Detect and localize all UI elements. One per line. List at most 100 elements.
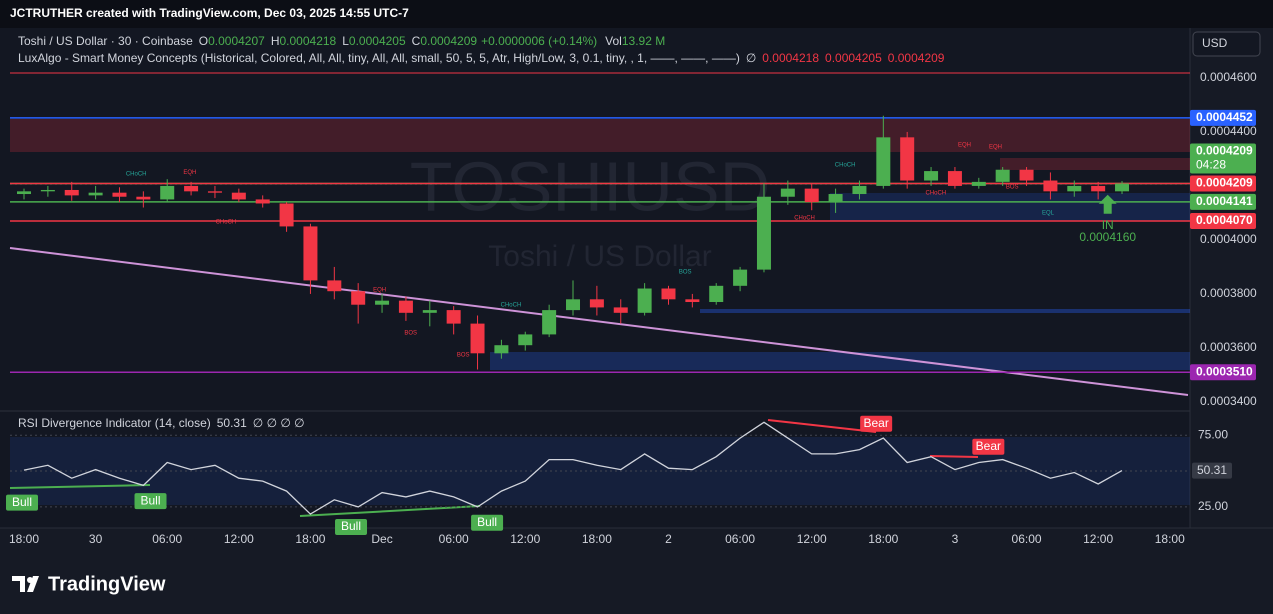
divergence-tag [860, 415, 893, 432]
smc-label: CHoCH [835, 162, 856, 168]
x-tick-label: 2 [665, 532, 672, 546]
currency-button[interactable] [1192, 31, 1261, 57]
x-tick-label: 18:00 [9, 532, 39, 546]
divergence-label: Bull [477, 515, 497, 529]
candle-body [279, 203, 294, 227]
candle-body [1067, 185, 1082, 192]
x-tick-label: 06:00 [1012, 532, 1042, 546]
watermark-subtitle: Toshi / US Dollar [488, 240, 711, 273]
x-tick-label: 06:00 [725, 532, 755, 546]
x-tick-label: 18:00 [582, 532, 612, 546]
candle-body [709, 285, 724, 303]
divergence-line [9, 484, 151, 489]
candle-body [804, 188, 819, 203]
rsi-title: RSI Divergence Indicator (14, close) [18, 416, 211, 430]
y-tick-label: 0.0004600 [1200, 70, 1257, 84]
smc-label: BOS [404, 330, 417, 336]
indicator-legend: LuxAlgo - Smart Money Concepts (Historic… [18, 51, 945, 65]
candle-body [852, 185, 867, 195]
smc-label: BOS [1006, 185, 1019, 191]
c-value: 0.0004209 [420, 34, 477, 48]
candle-body [733, 269, 748, 286]
candle-body [876, 137, 891, 186]
smc-label: EQL [1042, 211, 1055, 217]
legend: Toshi / US Dollar · 30 · Coinbase O0.0004… [18, 34, 665, 48]
rsi-tick-label: 75.00 [1198, 427, 1228, 441]
x-tick-label: 06:00 [152, 532, 182, 546]
smc-label: CHoCH [794, 216, 815, 222]
candle-body [136, 196, 151, 200]
vol-label: Vol [605, 34, 622, 48]
o-label: O [199, 34, 208, 48]
smc-label: EQH [183, 170, 196, 176]
rsi-pane [0, 412, 1190, 528]
supply-zone [1000, 158, 1190, 170]
demand-zone [490, 352, 1190, 370]
logo-dot [27, 577, 33, 583]
candle-body [375, 300, 390, 305]
candle-body [64, 189, 79, 196]
candle-body [780, 188, 795, 197]
candle-body [88, 192, 103, 196]
price-badge-label: 0.0004209 [1196, 176, 1253, 190]
candle-body [685, 299, 700, 303]
currency-label[interactable]: USD [1202, 36, 1228, 50]
candle-body [207, 191, 222, 193]
l-label: L [342, 34, 349, 48]
indicator-empty: ∅ [746, 51, 756, 65]
x-tick-label: 12:00 [797, 532, 827, 546]
candle-body [17, 191, 31, 195]
divergence-label: Bull [12, 495, 32, 509]
c-label: C [412, 34, 421, 48]
y-tick-label: 0.0003400 [1200, 394, 1257, 408]
candle-body [446, 310, 461, 324]
divergence-tag [6, 494, 38, 511]
x-tick-label: 18:00 [868, 532, 898, 546]
entry-arrow [1098, 194, 1117, 214]
countdown: 04:28 [1196, 158, 1226, 172]
candle-body [327, 280, 342, 292]
candle-body [971, 181, 986, 186]
candle-body [160, 185, 175, 200]
h-label: H [271, 34, 280, 48]
indicator-value: 0.0004205 [825, 51, 882, 65]
candle-body [756, 196, 771, 270]
trend-line [9, 247, 1189, 396]
candle-body [637, 288, 652, 313]
candle-body [947, 171, 962, 186]
candle-body [828, 194, 843, 203]
brand-logo: TradingView [12, 573, 166, 595]
candle-body [1115, 183, 1130, 192]
price-badge [1190, 213, 1256, 230]
price-badge-label: 0.0003510 [1196, 364, 1253, 378]
rsi-badge [1192, 462, 1232, 479]
price-badge [1190, 364, 1256, 381]
candle-body [422, 310, 437, 313]
price-badge [1190, 143, 1256, 174]
x-tick-label: 30 [89, 532, 103, 546]
rsi-tick-label: 25.00 [1198, 499, 1228, 513]
candle-body [351, 291, 366, 305]
smc-label: EQH [989, 145, 1002, 151]
candle-body [589, 299, 604, 308]
divergence-label: Bear [863, 416, 888, 430]
candle-body [924, 171, 939, 181]
smc-label: CHoCH [216, 219, 237, 225]
divergence-line [929, 455, 979, 458]
x-tick-label: 18:00 [295, 532, 325, 546]
candle-body [661, 288, 676, 300]
divergence-label: Bull [341, 519, 361, 533]
rsi-line [23, 421, 1123, 515]
vol-value: 13.92 M [622, 34, 665, 48]
x-tick-label: Dec [371, 532, 392, 546]
smc-label: EQH [373, 287, 386, 293]
indicator-value: 0.0004209 [888, 51, 945, 65]
x-tick-label: 12:00 [224, 532, 254, 546]
x-tick-label: 12:00 [510, 532, 540, 546]
candle-body [40, 189, 55, 192]
y-tick-label: 0.0004000 [1200, 232, 1257, 246]
candle-body [1091, 185, 1106, 192]
candle-body [184, 185, 199, 192]
divergence-label: Bull [141, 493, 161, 507]
